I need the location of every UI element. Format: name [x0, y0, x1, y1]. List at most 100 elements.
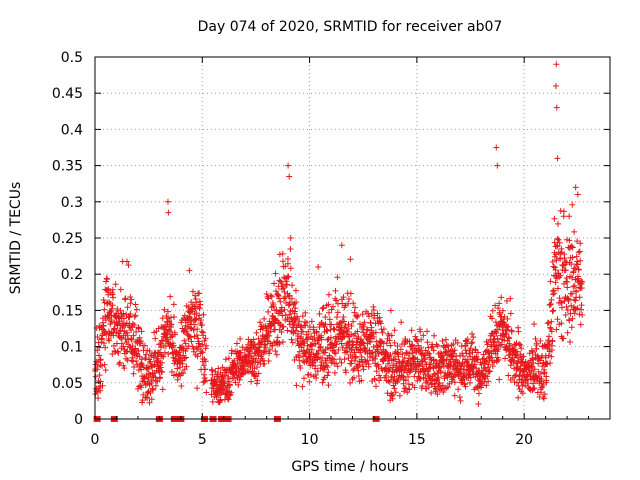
data-point [163, 331, 170, 338]
data-point [245, 353, 252, 360]
data-point [554, 235, 561, 242]
y-tick-label: 0.35 [52, 159, 83, 175]
data-point [334, 363, 341, 370]
data-point [209, 367, 216, 374]
data-point [558, 320, 565, 327]
data-point [548, 353, 555, 360]
data-point [262, 344, 269, 351]
data-point [576, 284, 583, 291]
data-point [408, 327, 415, 334]
data-point [121, 365, 128, 372]
data-point [120, 343, 127, 350]
data-point [554, 285, 561, 292]
data-point [305, 334, 312, 341]
data-point [274, 334, 281, 341]
data-point [394, 343, 401, 350]
data-point [365, 363, 372, 370]
data-point [567, 338, 574, 345]
data-point [313, 375, 320, 382]
data-point-peak [286, 173, 293, 180]
data-point [159, 369, 166, 376]
data-point [317, 344, 324, 351]
data-point [249, 361, 256, 368]
data-point [105, 285, 112, 292]
data-point [518, 345, 525, 352]
data-point [146, 348, 153, 355]
data-point [419, 383, 426, 390]
data-point [123, 258, 130, 265]
data-point [385, 378, 392, 385]
data-point [305, 328, 312, 335]
data-point [568, 302, 575, 309]
data-point [272, 348, 279, 355]
data-point [272, 270, 279, 277]
data-point [547, 301, 554, 308]
x-axis-label: GPS time / hours [291, 459, 408, 475]
data-point [417, 328, 424, 335]
data-point [103, 331, 110, 338]
data-point [431, 370, 438, 377]
data-point-peak [553, 61, 560, 68]
data-point [308, 318, 315, 325]
data-point [97, 387, 104, 394]
data-point [443, 357, 450, 364]
data-point [152, 382, 159, 389]
data-point [350, 374, 357, 381]
data-point [202, 366, 209, 373]
data-point [92, 373, 99, 380]
data-point [257, 319, 264, 326]
data-point [178, 383, 185, 390]
data-point [325, 301, 332, 308]
data-point [351, 349, 358, 356]
data-point [409, 350, 416, 357]
data-point [571, 228, 578, 235]
data-point [370, 333, 377, 340]
data-point [342, 369, 349, 376]
data-point [371, 376, 378, 383]
data-point [199, 341, 206, 348]
data-point [569, 254, 576, 261]
data-point [103, 275, 110, 282]
data-point [216, 378, 223, 385]
data-point [346, 339, 353, 346]
data-point [553, 243, 560, 250]
data-point [455, 386, 462, 393]
data-point [322, 314, 329, 321]
data-point [253, 370, 260, 377]
data-point [168, 368, 175, 375]
x-axis: 0 5 10 15 20 [91, 57, 590, 448]
data-point [401, 388, 408, 395]
data-point [396, 392, 403, 399]
data-point [267, 292, 274, 299]
data-point [110, 294, 117, 301]
data-point [200, 332, 207, 339]
data-point [391, 385, 398, 392]
data-point [325, 291, 332, 298]
data-point [387, 342, 394, 349]
data-point [136, 334, 143, 341]
data-point [301, 375, 308, 382]
data-point [416, 362, 423, 369]
data-point [296, 318, 303, 325]
data-point [375, 363, 382, 370]
data-point [424, 339, 431, 346]
data-point [575, 266, 582, 273]
data-point-peak [572, 184, 579, 191]
data-point [358, 336, 365, 343]
data-point [437, 363, 444, 370]
data-point [124, 357, 131, 364]
data-point [551, 290, 558, 297]
data-point [555, 220, 562, 227]
data-point [431, 332, 438, 339]
data-point [338, 340, 345, 347]
data-point [128, 336, 135, 343]
data-point [422, 359, 429, 366]
data-point [285, 293, 292, 300]
data-point [475, 401, 482, 408]
data-point [515, 394, 522, 401]
data-point [315, 350, 322, 357]
data-point [406, 338, 413, 345]
data-point [350, 367, 357, 374]
data-point [282, 294, 289, 301]
data-point [292, 305, 299, 312]
